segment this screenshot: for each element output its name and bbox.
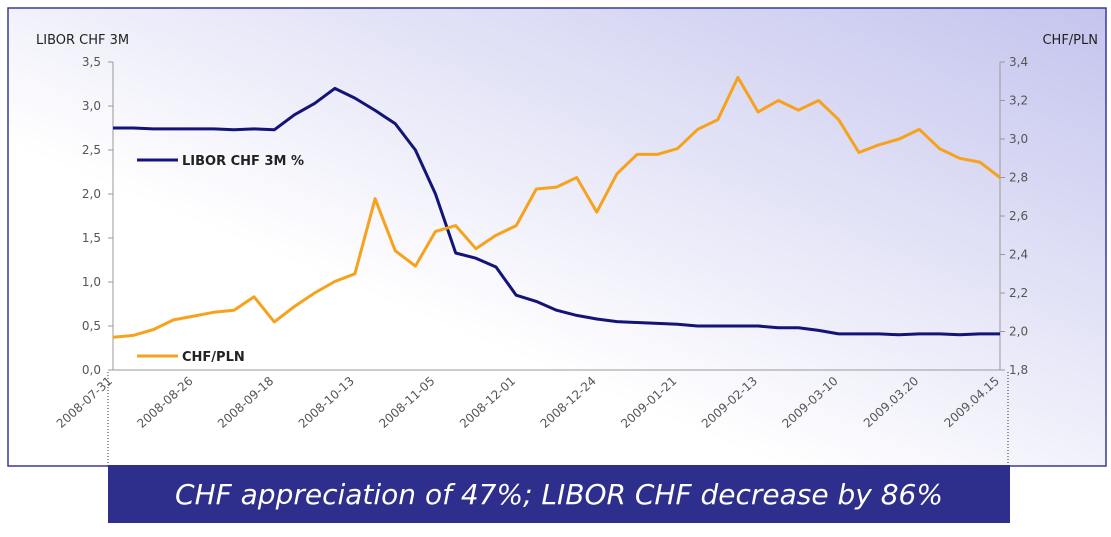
y2-title: CHF/PLN <box>1042 33 1098 48</box>
y2-tick-label: 3,2 <box>1009 94 1028 108</box>
y2-tick-label: 2,4 <box>1009 248 1028 262</box>
banner <box>108 465 1010 523</box>
frame <box>7 7 1107 467</box>
legend-label: CHF/PLN <box>182 350 245 365</box>
y-tick-label: 0,0 <box>82 363 101 377</box>
y-tick-label: 2,0 <box>82 187 101 201</box>
y-tick-label: 2,5 <box>82 143 101 157</box>
banner-text: CHF appreciation of 47%; LIBOR CHF decre… <box>175 478 943 511</box>
y-tick-label: 3,0 <box>82 99 101 113</box>
y2-tick-label: 3,4 <box>1009 55 1028 69</box>
y2-tick-label: 2,0 <box>1009 325 1028 339</box>
y-tick-label: 1,5 <box>82 231 101 245</box>
y-title: LIBOR CHF 3M <box>36 33 129 48</box>
y-tick-label: 3,5 <box>82 55 101 69</box>
y2-tick-label: 3,0 <box>1009 132 1028 146</box>
y-tick-label: 1,0 <box>82 275 101 289</box>
series-line <box>112 75 1001 339</box>
series-line <box>113 86 1000 337</box>
y-tick-label: 0,5 <box>82 319 101 333</box>
y2-tick-label: 2,2 <box>1009 286 1028 300</box>
legend-label: LIBOR CHF 3M % <box>182 154 304 169</box>
y2-tick-label: 2,6 <box>1009 209 1028 223</box>
y2-tick-label: 1,8 <box>1009 363 1028 377</box>
y2-tick-label: 2,8 <box>1009 171 1028 185</box>
